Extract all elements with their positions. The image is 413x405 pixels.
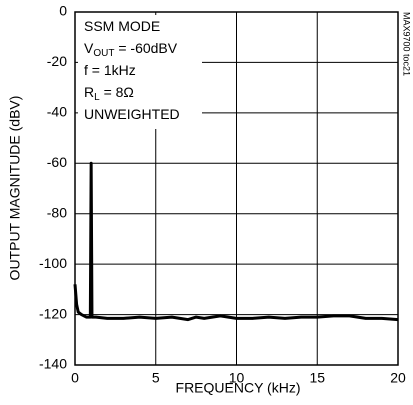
annotation: f = 1kHz [84, 62, 136, 78]
y-tick-label: -60 [47, 154, 67, 170]
y-tick-label: -140 [39, 356, 67, 372]
annotation: UNWEIGHTED [84, 106, 180, 122]
y-tick-label: -40 [47, 104, 67, 120]
annotation-text: R [84, 84, 94, 100]
annotation-text: f = 1kHz [84, 62, 136, 78]
y-tick-label: -120 [39, 305, 67, 321]
x-tick-label: 20 [390, 370, 406, 386]
y-axis-title: OUTPUT MAGNITUDE (dBV) [7, 96, 23, 281]
side-label: MAX9700 toc21 [402, 12, 412, 76]
annotation-subscript: L [94, 92, 100, 103]
annotation-text: = 8Ω [100, 84, 134, 100]
x-tick-label: 5 [152, 370, 160, 386]
y-tick-label: 0 [59, 3, 67, 19]
annotation-text: UNWEIGHTED [84, 106, 180, 122]
annotation-text: = -60dBV [114, 40, 177, 56]
annotation-text: SSM MODE [84, 18, 160, 34]
y-tick-label: -100 [39, 255, 67, 271]
annotation: SSM MODE [84, 18, 160, 34]
annotation-box [78, 15, 202, 129]
x-tick-label: 10 [229, 370, 245, 386]
x-tick-label: 15 [309, 370, 325, 386]
annotation-text: V [84, 40, 94, 56]
annotation: RL = 8Ω [84, 84, 134, 103]
spectrum-line [73, 161, 399, 322]
x-axis-title: FREQUENCY (kHz) [176, 380, 301, 396]
annotation-subscript: OUT [93, 48, 114, 59]
y-tick-label: -80 [47, 204, 67, 220]
x-tick-label: 0 [71, 370, 79, 386]
annotation: VOUT = -60dBV [84, 40, 178, 59]
y-tick-label: -20 [47, 53, 67, 69]
